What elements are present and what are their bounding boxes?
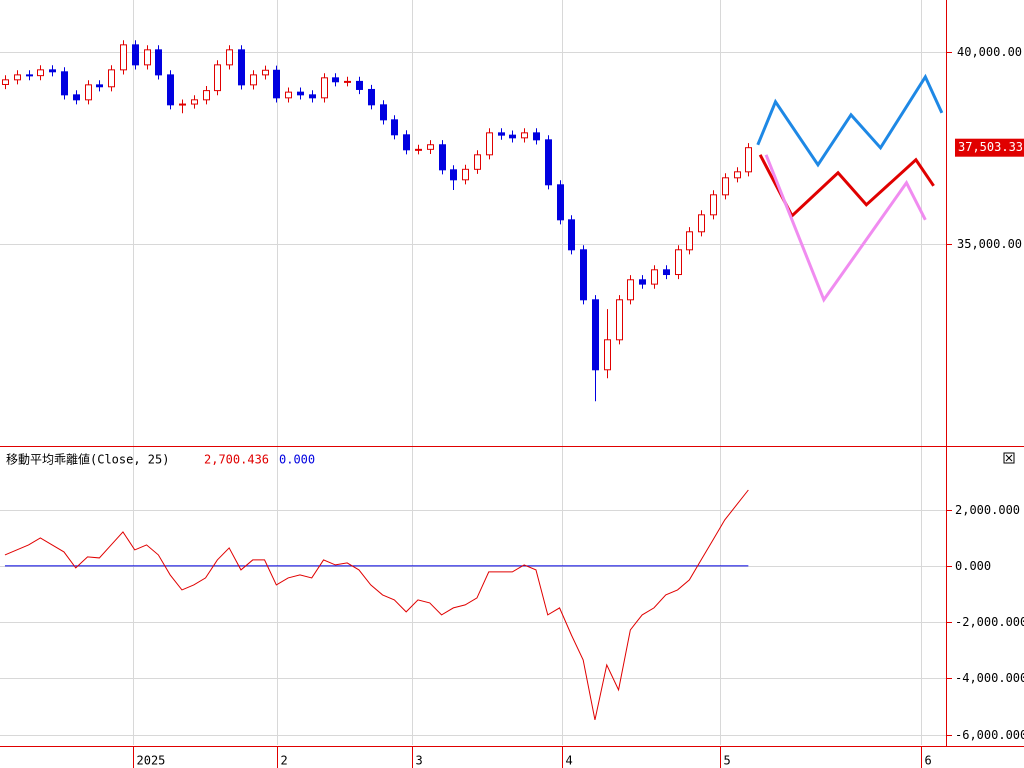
y-tick-label: 0.000 [955, 559, 991, 573]
candle-body [616, 299, 623, 341]
candle-body [592, 299, 599, 371]
y-tick-label: 2,000.000 [955, 503, 1020, 517]
candle-body [85, 84, 92, 101]
x-tick-label: 3 [416, 754, 423, 768]
candle-body [439, 144, 446, 171]
x-tick-label: 2025 [137, 754, 166, 768]
candle-body [226, 49, 233, 66]
candle-body [49, 69, 56, 73]
candle-body [474, 154, 481, 170]
price-tag [955, 138, 1024, 157]
deviation-line [4, 489, 749, 720]
candle-body [344, 80, 351, 83]
candle-body [557, 184, 564, 221]
candle-body [26, 74, 33, 77]
marks [2, 40, 944, 720]
candle-body [710, 194, 717, 216]
candle-body [155, 49, 162, 76]
candle-body [297, 91, 304, 96]
indicator-last-value: 0.000 [279, 453, 315, 467]
x-tick-label: 2 [281, 754, 288, 768]
candle-body [332, 77, 339, 83]
candle-body [179, 103, 186, 106]
candle-body [144, 49, 151, 66]
candle-body [639, 279, 646, 285]
projection-line [764, 154, 927, 303]
candle-body [96, 84, 103, 88]
candle-body [427, 144, 434, 150]
candle-body [663, 269, 670, 276]
candle-body [734, 171, 741, 179]
candle-body [521, 132, 528, 139]
y-tick-label: 40,000.00 [957, 45, 1022, 59]
candle-body [191, 99, 198, 105]
candle-body [698, 214, 705, 233]
grid [0, 0, 952, 768]
candle-body [203, 90, 210, 101]
x-tick-label: 4 [566, 754, 573, 768]
candle-body [167, 74, 174, 106]
candle-body [356, 80, 363, 90]
candle-body [415, 148, 422, 151]
candle-body [604, 339, 611, 371]
candle-body [14, 74, 21, 81]
candle-body [509, 134, 516, 139]
candle-body [651, 269, 658, 285]
y-tick-label: -6,000.000 [955, 728, 1024, 742]
candle-body [132, 44, 139, 66]
candle-body [486, 132, 493, 156]
candle-body [450, 169, 457, 181]
y-tick-label: -2,000.000 [955, 615, 1024, 629]
x-tick-label: 5 [724, 754, 731, 768]
indicator-name: 移動平均乖離値(Close, 25) [6, 452, 169, 467]
candle-body [462, 168, 469, 181]
candle-body [2, 79, 9, 85]
candle-body [108, 69, 115, 88]
close-icon [1005, 454, 1013, 462]
candle-body [675, 249, 682, 276]
candle-body [321, 77, 328, 99]
candle-body [309, 94, 316, 99]
candle-body [627, 279, 634, 301]
candle-body [391, 119, 398, 136]
candle-body [37, 69, 44, 77]
candle-body [403, 134, 410, 151]
candle-body [686, 231, 693, 251]
candle-body [722, 177, 729, 196]
candle-body [61, 71, 68, 96]
candle-body [745, 147, 752, 173]
x-tick-label: 6 [925, 754, 932, 768]
candle-body [568, 219, 575, 251]
candle-body [120, 44, 127, 71]
candle-body [533, 132, 540, 141]
candle-body [380, 104, 387, 121]
candle-body [214, 64, 221, 92]
candle-body [262, 69, 269, 76]
candle-body [580, 249, 587, 301]
price-tag-label: 37,503.33 [958, 140, 1023, 154]
indicator-last-value: 2,700.436 [204, 453, 269, 467]
candle-body [273, 69, 280, 99]
candle-body [285, 91, 292, 99]
candle-body [545, 139, 552, 186]
candle-body [238, 49, 245, 86]
y-tick-label: 35,000.00 [957, 237, 1022, 251]
projection-line [756, 73, 944, 168]
candle-body [250, 74, 257, 86]
candle-body [73, 94, 80, 101]
y-tick-label: -4,000.000 [955, 671, 1024, 685]
candle-body [498, 132, 505, 136]
candle-body [368, 88, 375, 106]
